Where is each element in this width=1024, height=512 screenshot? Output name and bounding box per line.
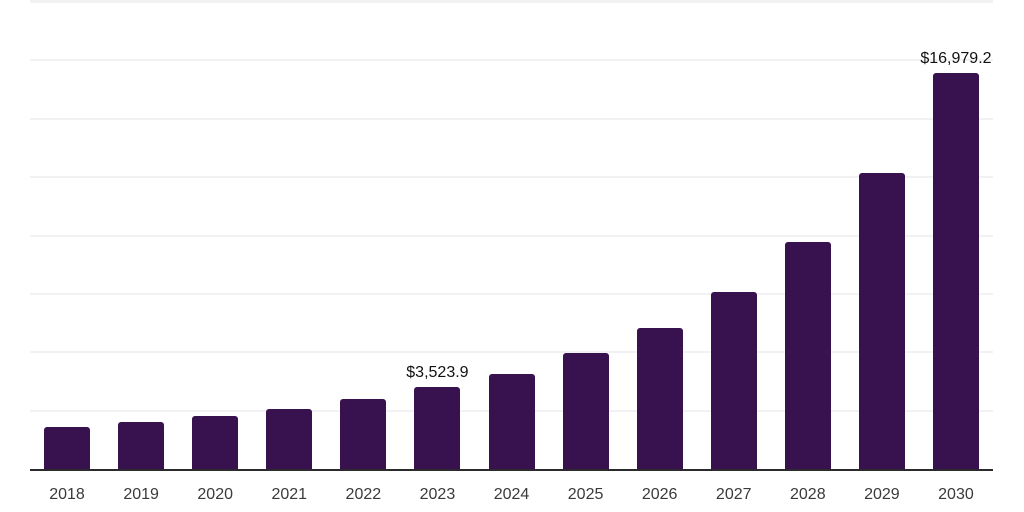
- x-axis-label-2020: 2020: [197, 486, 233, 503]
- data-label-2030: $16,979.2: [920, 49, 992, 67]
- x-axis-label-2018: 2018: [49, 486, 85, 503]
- x-axis-label-2021: 2021: [271, 486, 308, 503]
- bar-2024: [488, 373, 535, 470]
- bar-2030: [932, 72, 979, 470]
- bar-2020: [192, 415, 239, 470]
- x-axis-label-2030: 2030: [938, 486, 974, 503]
- gridline-12500: [30, 176, 993, 179]
- bar-2028: [784, 242, 831, 470]
- x-axis-line: [30, 469, 993, 471]
- gridline-17500: [30, 59, 993, 62]
- x-axis-label-2019: 2019: [123, 486, 159, 503]
- gridline-20000: [30, 0, 993, 3]
- x-axis-label-2029: 2029: [864, 486, 900, 503]
- x-axis-label-2023: 2023: [419, 486, 456, 503]
- gridline-5000: [30, 351, 993, 354]
- bar-2029: [858, 172, 905, 470]
- x-axis-label-2026: 2026: [641, 486, 678, 503]
- bar-2019: [118, 422, 165, 470]
- bar-2021: [266, 408, 313, 470]
- bar-2026: [636, 327, 683, 470]
- bar-2025: [562, 352, 609, 470]
- bar-2018: [44, 426, 91, 470]
- x-axis-label-2024: 2024: [493, 486, 530, 503]
- x-axis-label-2027: 2027: [715, 486, 752, 503]
- gridline-10000: [30, 234, 993, 237]
- x-axis-label-2028: 2028: [790, 486, 826, 503]
- x-axis-label-2025: 2025: [567, 486, 604, 503]
- bar-2022: [340, 398, 387, 470]
- data-label-2023: $3,523.9: [406, 363, 469, 381]
- gridline-7500: [30, 292, 993, 295]
- gridline-15000: [30, 117, 993, 120]
- bar-2027: [710, 292, 757, 470]
- bar-2023: [414, 386, 461, 470]
- x-axis-label-2022: 2022: [345, 486, 382, 503]
